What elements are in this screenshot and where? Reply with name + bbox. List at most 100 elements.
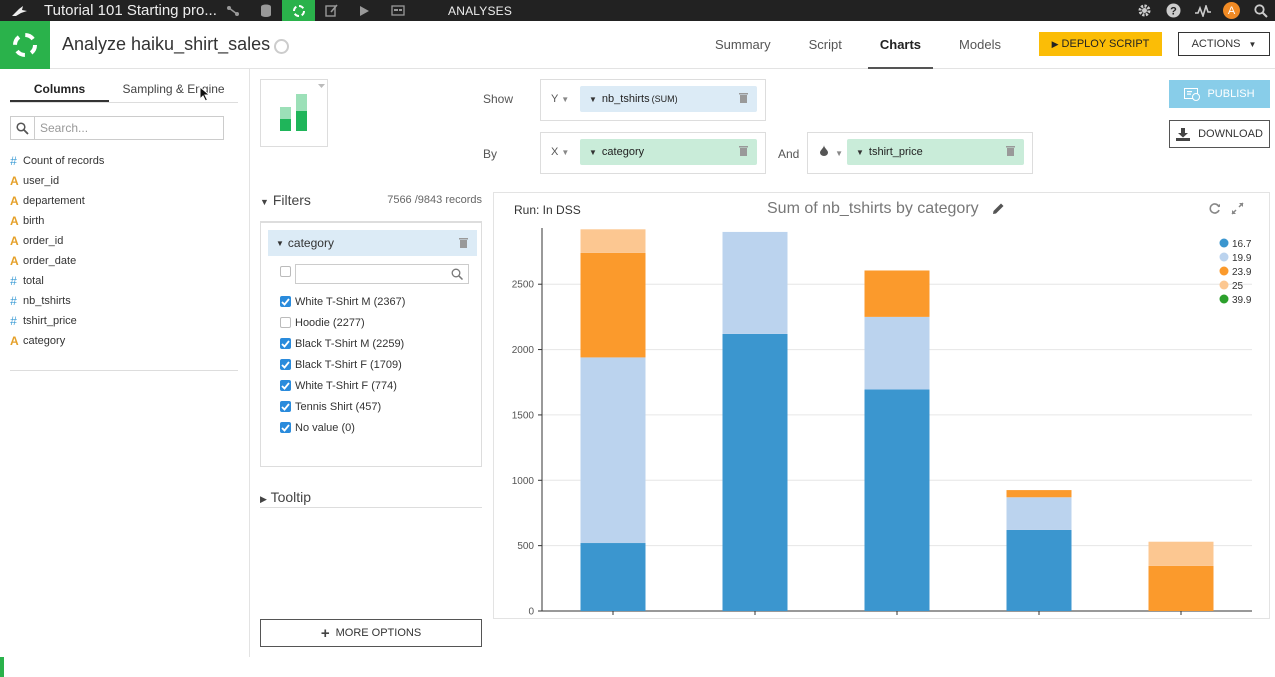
checkbox-checked[interactable] xyxy=(280,380,291,391)
trash-icon[interactable] xyxy=(739,145,748,156)
numeric-type-icon: # xyxy=(10,314,17,328)
category-filter-pill[interactable]: ▼ category xyxy=(268,230,477,256)
filter-value-item[interactable]: Black T-Shirt F (1709) xyxy=(280,354,405,375)
filter-search-input[interactable] xyxy=(295,264,469,284)
y-tick-label: 2000 xyxy=(512,345,535,356)
tab-sampling-engine[interactable]: Sampling & Engine xyxy=(122,82,225,96)
trash-icon[interactable] xyxy=(459,237,468,248)
tooltip-section-toggle[interactable]: ▶ Tooltip xyxy=(260,489,311,505)
bar-segment xyxy=(1148,541,1214,566)
checkbox-checked[interactable] xyxy=(280,359,291,370)
caret-down-icon[interactable]: ▼ xyxy=(589,94,597,104)
x-dimension-name: category xyxy=(601,146,645,158)
tab-charts[interactable]: Charts xyxy=(867,21,934,69)
analysis-logo-icon xyxy=(0,21,50,69)
search-icon[interactable] xyxy=(1246,3,1275,18)
gear-icon[interactable] xyxy=(1130,3,1159,18)
color-dimension-pill[interactable]: ▼ tshirt_price xyxy=(847,139,1024,165)
analyses-icon[interactable] xyxy=(282,0,315,21)
column-name: birth xyxy=(23,215,45,227)
y-axis-selector[interactable]: Y ▼ xyxy=(551,93,570,105)
column-search-input[interactable] xyxy=(35,117,223,139)
legend-label: 39.9 xyxy=(1232,295,1252,306)
compass-icon[interactable] xyxy=(274,39,289,54)
tooltip-title: Tooltip xyxy=(270,489,312,505)
help-icon[interactable]: ? xyxy=(1159,3,1188,18)
caret-down-icon[interactable]: ▼ xyxy=(856,147,864,157)
refresh-icon[interactable] xyxy=(1208,202,1221,215)
mouse-cursor-icon xyxy=(199,86,211,102)
project-title[interactable]: Tutorial 101 Starting pro... xyxy=(44,2,216,19)
dataiku-bird-icon[interactable] xyxy=(0,0,40,21)
chart-type-picker[interactable] xyxy=(260,79,328,147)
filter-value-item[interactable]: White T-Shirt M (2367) xyxy=(280,291,405,312)
select-all-checkbox[interactable] xyxy=(280,266,291,277)
column-item[interactable]: # nb_tshirts xyxy=(10,291,238,311)
tab-columns[interactable]: Columns xyxy=(10,77,110,102)
filter-value-item[interactable]: Hoodie (2277) xyxy=(280,312,405,333)
filter-value-label: Tennis Shirt (457) xyxy=(295,400,382,413)
column-item[interactable]: # Count of records xyxy=(10,151,238,171)
deploy-script-button[interactable]: ▶ DEPLOY SCRIPT xyxy=(1039,32,1162,56)
checkbox-checked[interactable] xyxy=(280,296,291,307)
category-filter-name: category xyxy=(287,236,334,250)
numeric-type-icon: # xyxy=(10,274,17,288)
actions-dropdown[interactable]: ACTIONS ▼ xyxy=(1178,32,1270,56)
chart-panel: Run: In DSS Sum of nb_tshirts by categor… xyxy=(493,192,1270,620)
checkbox-checked[interactable] xyxy=(280,422,291,433)
publish-label: PUBLISH xyxy=(1207,88,1255,100)
filter-value-item[interactable]: White T-Shirt F (774) xyxy=(280,375,405,396)
stacked-bar-chart-icon xyxy=(280,84,325,131)
column-name: order_date xyxy=(23,255,77,267)
datasets-icon[interactable] xyxy=(249,0,282,21)
filter-value-item[interactable]: Tennis Shirt (457) xyxy=(280,396,405,417)
color-selector[interactable]: ▼ xyxy=(820,145,843,159)
flow-icon[interactable] xyxy=(216,0,249,21)
x-dimension-pill[interactable]: ▼ category xyxy=(580,139,757,165)
publish-button[interactable]: PUBLISH xyxy=(1169,80,1270,108)
jobs-icon[interactable] xyxy=(348,0,381,21)
expand-icon[interactable] xyxy=(1231,202,1244,215)
chart-title[interactable]: Sum of nb_tshirts by category xyxy=(767,200,979,217)
more-options-button[interactable]: + MORE OPTIONS xyxy=(260,619,482,647)
column-item[interactable]: # total xyxy=(10,271,238,291)
caret-down-icon[interactable]: ▼ xyxy=(589,147,597,157)
caret-down-icon[interactable]: ▼ xyxy=(276,238,284,248)
caret-down-icon: ▼ xyxy=(1248,39,1257,49)
pencil-icon[interactable] xyxy=(991,202,1005,216)
download-button[interactable]: DOWNLOAD xyxy=(1169,120,1270,148)
y-aggregation: (SUM) xyxy=(651,94,678,104)
tab-models[interactable]: Models xyxy=(959,37,1001,52)
text-type-icon: A xyxy=(10,234,19,248)
checkbox-unchecked[interactable] xyxy=(280,317,291,328)
tab-script[interactable]: Script xyxy=(808,37,842,52)
y-measure-pill[interactable]: ▼ nb_tshirts (SUM) xyxy=(580,86,757,112)
x-tick-label: Tennis Shirt xyxy=(1152,619,1209,620)
filter-value-item[interactable]: Black T-Shirt M (2259) xyxy=(280,333,405,354)
checkbox-checked[interactable] xyxy=(280,401,291,412)
user-avatar[interactable]: A xyxy=(1223,2,1240,19)
activity-icon[interactable] xyxy=(1188,4,1217,17)
y-tick-label: 2500 xyxy=(512,280,535,291)
filter-value-label: Black T-Shirt M (2259) xyxy=(295,337,405,350)
filter-value-item[interactable]: No value (0) xyxy=(280,417,405,438)
analysis-title[interactable]: Analyze haiku_shirt_sales xyxy=(62,34,271,54)
dashboard-icon[interactable] xyxy=(381,0,414,21)
y-tick-label: 500 xyxy=(517,541,534,552)
tab-summary[interactable]: Summary xyxy=(715,37,771,52)
legend-swatch xyxy=(1219,280,1229,290)
trash-icon[interactable] xyxy=(1006,145,1015,156)
x-tick-label: White T-Shirt M xyxy=(575,619,651,620)
trash-icon[interactable] xyxy=(739,92,748,103)
filters-section-toggle[interactable]: ▼ Filters xyxy=(260,192,311,208)
notebook-icon[interactable] xyxy=(315,0,348,21)
x-axis-selector[interactable]: X ▼ xyxy=(551,146,570,158)
checkbox-checked[interactable] xyxy=(280,338,291,349)
column-item[interactable]: # tshirt_price xyxy=(10,311,238,331)
